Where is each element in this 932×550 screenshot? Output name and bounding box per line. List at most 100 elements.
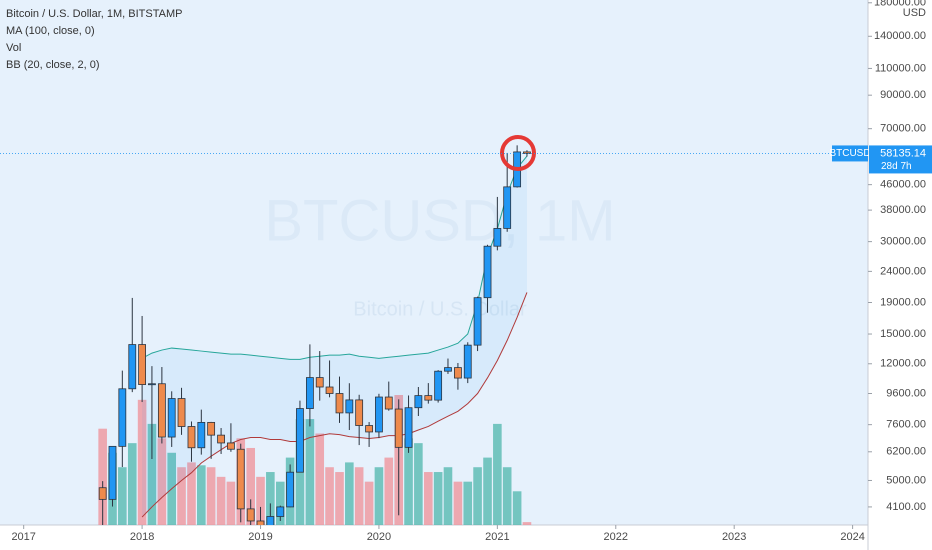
candle-body [463,344,472,379]
band-line [141,155,528,360]
volume-bar [433,472,443,525]
x-tick-label: 2024 [840,531,864,543]
candle-body [335,393,344,414]
volume-bar [443,467,453,525]
x-tick-label: 2017 [11,531,35,543]
candle-body [108,445,117,500]
volume-bar [374,467,384,525]
price-badge [869,145,932,174]
candle-body [315,377,324,388]
symbol-label: BTCUSD [829,148,870,159]
volume-bar [226,481,236,525]
candle-body [197,421,206,449]
candle-body [434,370,443,401]
y-tick-label: 180000.00 [874,0,926,9]
volume-bar [187,462,196,525]
candle-body [296,408,304,473]
y-tick-label: 46000.00 [880,179,926,191]
candle-body [236,448,245,510]
volume-bar [275,481,285,525]
watermark-subtitle: Bitcoin / U.S. Dollar [353,298,527,320]
y-tick-label: 15000.00 [880,328,926,340]
candle-body [375,396,383,433]
band-line [141,292,528,518]
volume-bar [384,457,394,525]
band-fill [142,156,527,518]
time-axis-background [0,525,868,550]
candle-body [177,398,186,427]
volume-bar [335,472,344,525]
candle-body [483,245,492,299]
candle-body [187,426,196,449]
candle-body [305,377,314,409]
candle-body [148,383,156,386]
y-tick-label: 24000.00 [880,265,926,277]
volume-bar [147,423,157,525]
volume-bar [197,465,206,525]
volume-bar [127,443,137,525]
volume-bar [453,481,463,525]
candle-body [404,407,413,448]
volume-bar [305,419,315,525]
symbol-badge [832,145,868,162]
indicator-label: MA (100, close, 0) [6,25,95,37]
countdown-label: 28d 7h [881,161,912,172]
y-tick-label: 30000.00 [880,236,926,248]
candle-body [128,344,137,390]
volume-bar [345,462,354,525]
volume-bar [512,491,522,525]
candle-body [138,344,147,385]
y-tick-label: 70000.00 [880,123,926,135]
y-tick-label: 7600.00 [886,419,926,431]
candle-body [454,367,462,379]
volume-bar [463,481,473,525]
candle-body [473,297,482,346]
y-tick-label: 12000.00 [880,358,926,370]
candle-body [365,425,374,433]
volume-bar [118,467,127,525]
x-tick-label: 2023 [722,531,746,543]
volume-bar [256,476,265,525]
candle-body [157,383,166,438]
watermark: BTCUSD, 1M [264,188,615,253]
price-axis-background [868,0,932,550]
candle-body [384,396,393,410]
indicator-label: Vol [6,42,21,54]
currency-label: USD [903,7,926,19]
volume-bar [473,467,482,525]
volume-bar [137,399,147,525]
indicator-label: BB (20, close, 2, 0) [6,59,100,71]
volume-bar [325,467,334,525]
candle-body [276,506,285,517]
volume-bar [315,433,325,525]
volume-bar [424,472,433,525]
volume-bar [206,467,216,525]
candle-body [355,399,364,426]
volume-bar [157,438,167,525]
volume-bar [246,447,255,525]
candle-body [286,471,295,508]
volume-bar [98,428,107,525]
y-tick-label: 38000.00 [880,204,926,216]
candle-body [503,186,512,229]
volume-bar [493,423,502,525]
candle-body [523,151,531,154]
x-tick-label: 2019 [248,531,272,543]
y-tick-label: 140000.00 [874,30,926,42]
volume-bar [502,467,512,525]
volume-bar [404,438,413,525]
candle-body [394,408,403,448]
y-tick-label: 6200.00 [886,446,926,458]
volume-bar [266,472,275,525]
y-tick-label: 4100.00 [886,501,926,513]
candle-body [493,228,502,247]
candle-body [246,508,255,522]
volume-bar [522,522,532,525]
volume-bar [216,476,226,525]
volume-bar [414,443,423,525]
candle-body [256,520,265,525]
candle-body [444,367,452,372]
candle-body [217,434,225,444]
volume-bar [364,481,374,525]
